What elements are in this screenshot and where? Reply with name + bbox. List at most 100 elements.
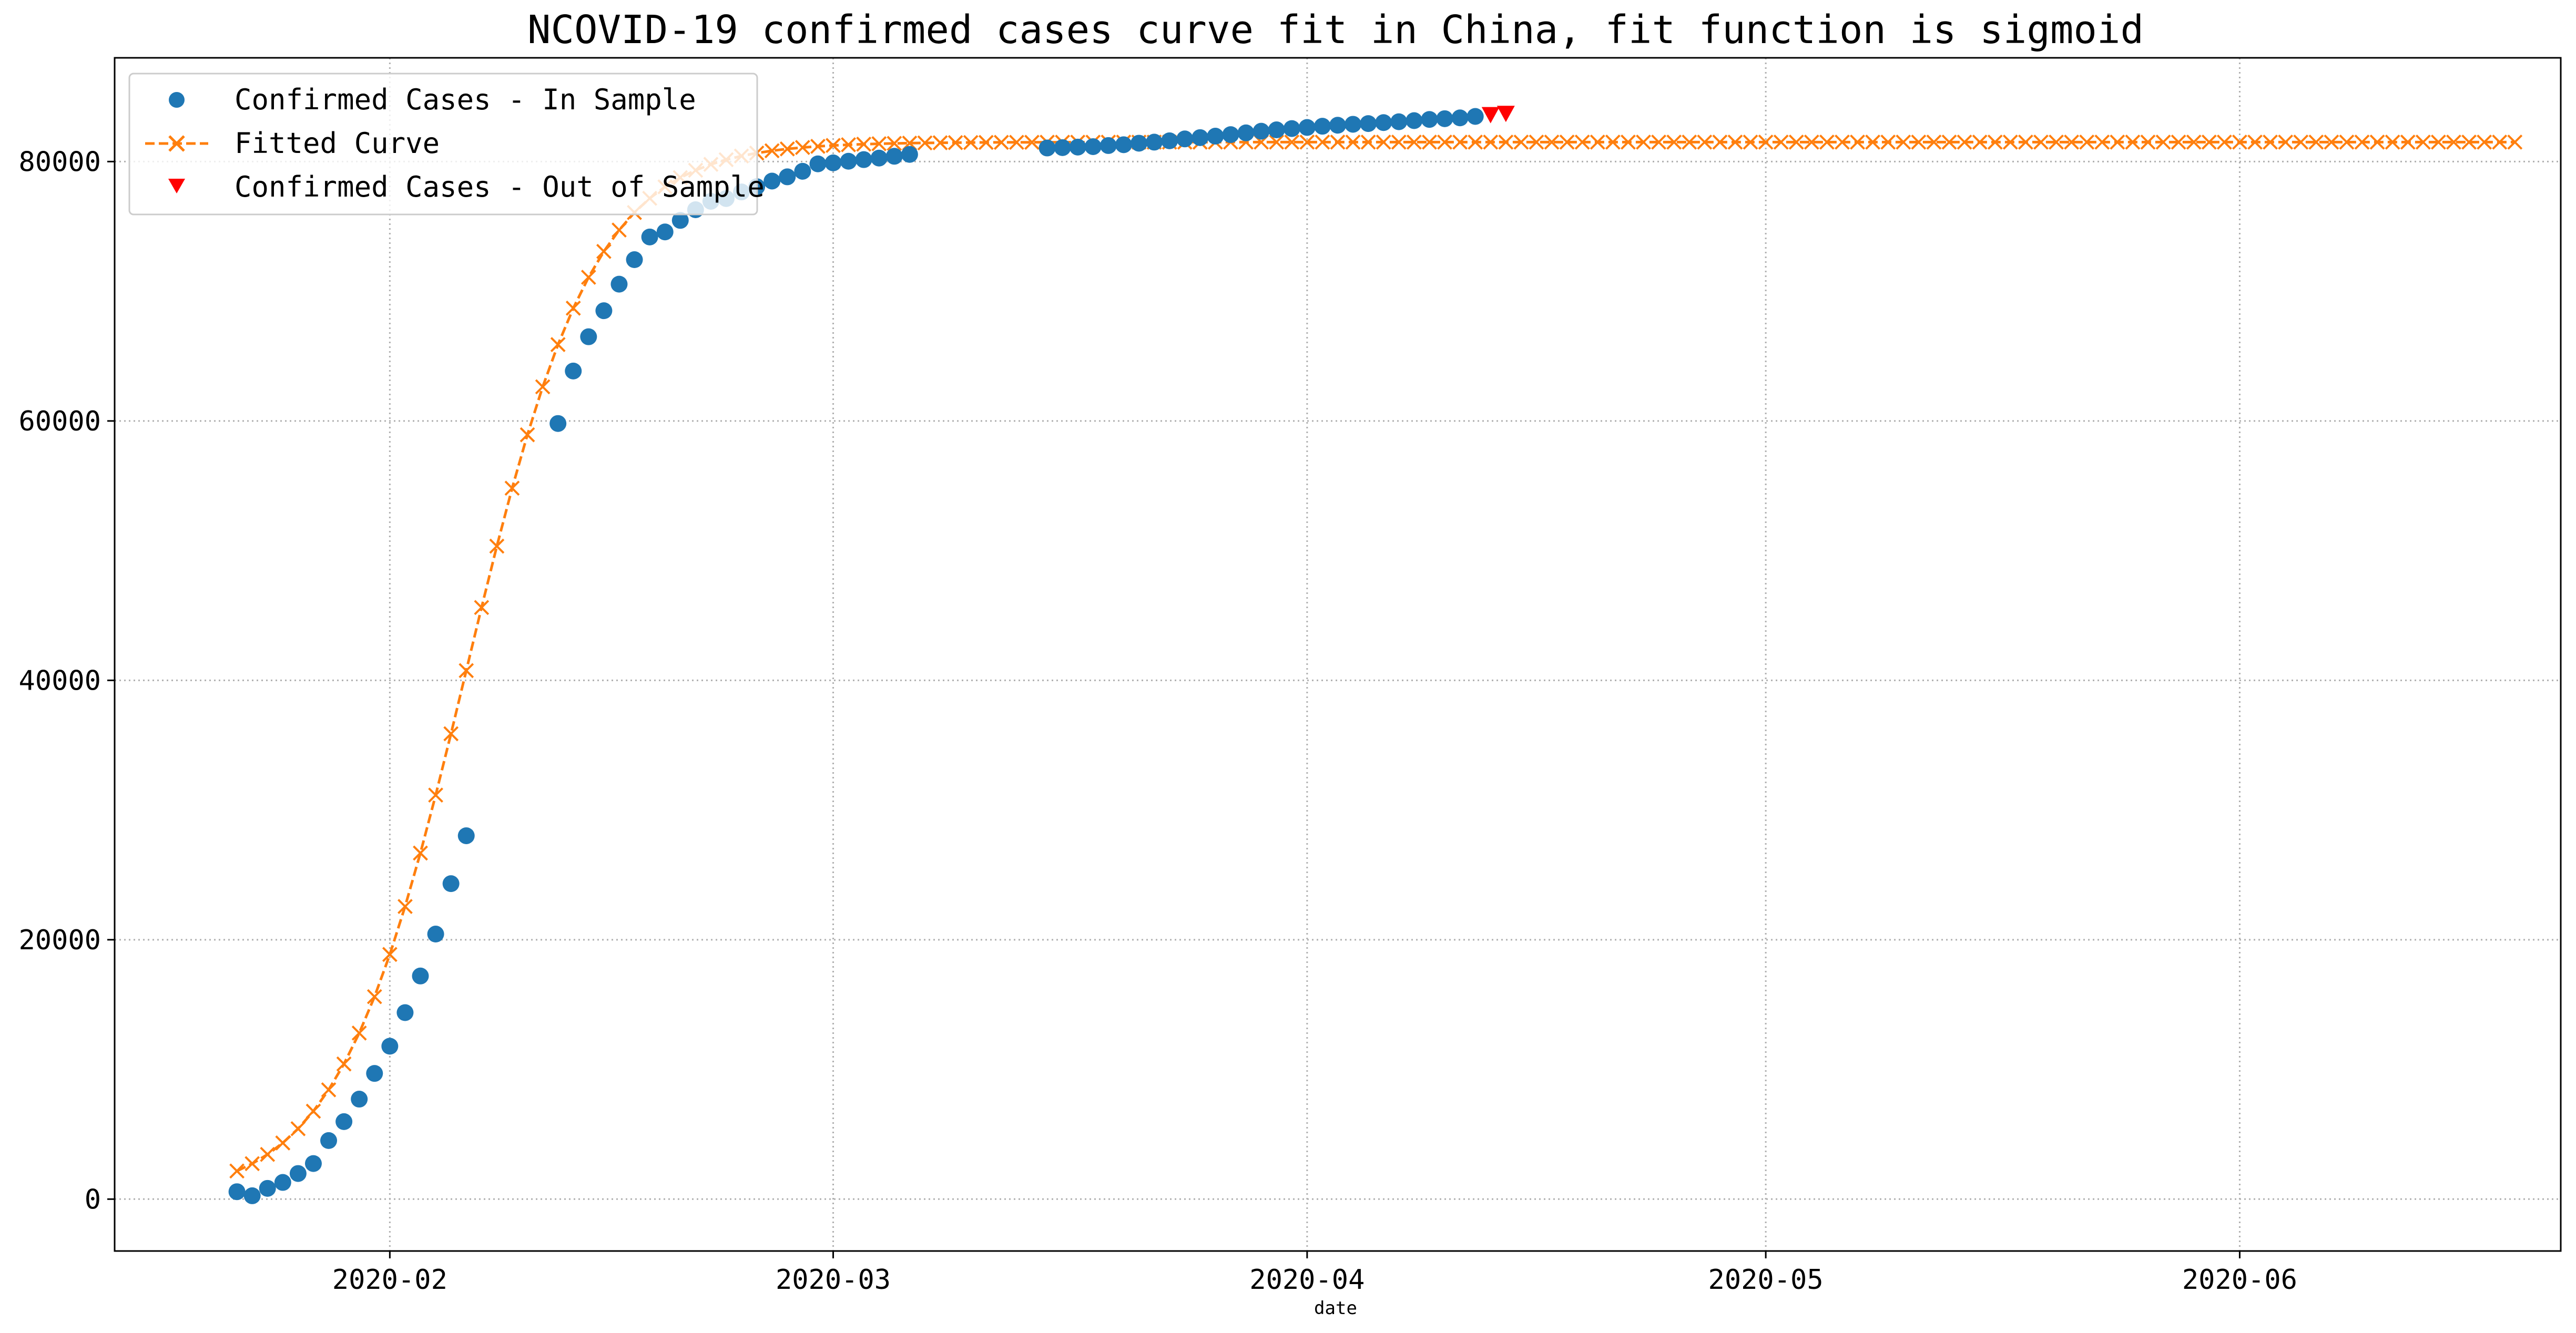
fitted-curve-marker <box>2492 134 2508 150</box>
fitted-curve-marker <box>596 243 612 259</box>
in-sample-point <box>779 168 796 186</box>
fitted-curve-marker <box>2415 134 2431 150</box>
in-sample-point <box>1161 132 1178 149</box>
in-sample-point <box>1421 111 1438 128</box>
in-sample-point <box>671 212 689 229</box>
fitted-curve-marker <box>871 136 887 151</box>
x-tick-label: 2020-04 <box>1249 1264 1365 1296</box>
fitted-curve-marker <box>1269 134 1285 150</box>
fitted-curve-marker <box>2446 134 2461 150</box>
fitted-curve-marker <box>398 899 413 914</box>
fitted-curve-marker <box>1299 134 1315 150</box>
fitted-curve-marker <box>413 845 428 861</box>
fitted-curve-marker <box>612 222 627 238</box>
in-sample-point <box>1131 135 1148 152</box>
fitted-curve-marker <box>993 135 1009 150</box>
fitted-curve-marker <box>810 138 826 154</box>
fitted-curve-marker <box>290 1121 306 1136</box>
in-sample-point <box>1390 113 1408 130</box>
fitted-curve-marker <box>535 379 551 395</box>
in-sample-point <box>901 146 918 163</box>
fitted-curve-marker <box>1941 134 1957 150</box>
legend-marker-in-sample <box>169 92 185 108</box>
in-sample-point <box>824 154 842 171</box>
in-sample-point <box>427 926 444 943</box>
fitted-curve-marker <box>917 135 933 151</box>
fitted-curve-marker <box>565 300 581 316</box>
fitted-curve-marker <box>1284 134 1300 150</box>
fitted-curve-marker <box>1468 134 1483 150</box>
in-sample-point <box>289 1165 307 1182</box>
in-sample-point <box>412 967 429 985</box>
fitted-curve-marker <box>1376 134 1391 150</box>
fitted-curve-marker <box>1758 134 1774 150</box>
fitted-curve-marker <box>978 135 994 150</box>
fitted-curve-marker <box>1957 134 1972 150</box>
in-sample-point <box>243 1187 261 1204</box>
out-of-sample-points <box>1481 106 1515 124</box>
fitted-curve-marker <box>963 135 979 150</box>
fitted-curve-marker <box>2049 134 2064 150</box>
in-sample-point <box>259 1180 276 1197</box>
legend-marker-out-of-sample <box>168 179 185 193</box>
fitted-curve-marker <box>1880 134 1896 150</box>
in-sample-point <box>1237 124 1255 141</box>
plot-area-frame <box>114 57 2562 1252</box>
fitted-curve-marker <box>2507 134 2523 150</box>
in-sample-point <box>1222 126 1239 143</box>
fitted-curve-marker <box>2140 134 2156 150</box>
x-tick-label: 2020-02 <box>332 1264 447 1296</box>
legend-box <box>128 73 758 216</box>
fitted-curve-marker <box>2339 134 2355 150</box>
fitted-curve-marker <box>2400 134 2416 150</box>
fitted-curve-marker <box>1773 134 1789 150</box>
fitted-curve-marker <box>382 947 398 962</box>
fitted-curve-marker <box>1345 134 1361 150</box>
in-sample-point <box>1099 137 1117 154</box>
fitted-curve-marker <box>2430 134 2446 150</box>
in-sample-point <box>396 1004 414 1021</box>
fitted-curve-marker <box>779 141 795 157</box>
in-sample-point <box>1268 121 1285 139</box>
in-sample-point <box>885 148 903 165</box>
in-sample-point <box>1115 136 1132 153</box>
fitted-curve-marker <box>2125 134 2141 150</box>
fitted-curve-marker <box>1896 134 1911 150</box>
in-sample-point <box>565 362 582 380</box>
x-tick-label: 2020-06 <box>2182 1264 2297 1296</box>
in-sample-point <box>1084 138 1102 155</box>
fitted-curve-marker <box>2171 134 2186 150</box>
fitted-curve-marker <box>1865 134 1881 150</box>
in-sample-point <box>855 151 872 168</box>
out-of-sample-point <box>1496 106 1515 122</box>
fitted-curve-marker <box>1452 134 1468 150</box>
fitted-curve-marker <box>1682 134 1697 150</box>
in-sample-point <box>1253 122 1270 140</box>
fitted-curve-marker <box>1544 134 1560 150</box>
fitted-curve-marker <box>1666 134 1682 150</box>
fitted-curve-marker <box>1651 134 1666 150</box>
in-sample-point <box>1146 134 1163 151</box>
x-tick-label: 2020-05 <box>1708 1264 1824 1296</box>
in-sample-point <box>1345 116 1362 133</box>
fitted-curve-marker <box>489 538 505 554</box>
fitted-curve-marker <box>1483 134 1499 150</box>
in-sample-point <box>1467 108 1484 125</box>
fitted-curve-marker <box>2232 134 2247 150</box>
fitted-curve-marker <box>2064 134 2080 150</box>
in-sample-point <box>304 1155 322 1172</box>
fitted-curve-marker <box>1498 134 1514 150</box>
in-sample-point <box>1207 128 1224 145</box>
fitted-curve-marker <box>550 337 566 352</box>
fitted-curve-marker <box>260 1146 276 1162</box>
y-tick-label: 80000 <box>18 146 101 178</box>
legend-marker-fitted <box>168 135 185 152</box>
fitted-curve-marker <box>1330 134 1346 150</box>
fitted-curve-marker <box>229 1163 245 1179</box>
fitted-curve-marker <box>2369 134 2385 150</box>
fitted-curve-marker <box>2385 134 2400 150</box>
in-sample-point <box>794 162 811 180</box>
in-sample-point <box>1360 115 1377 132</box>
fitted-curve-marker <box>351 1025 367 1041</box>
